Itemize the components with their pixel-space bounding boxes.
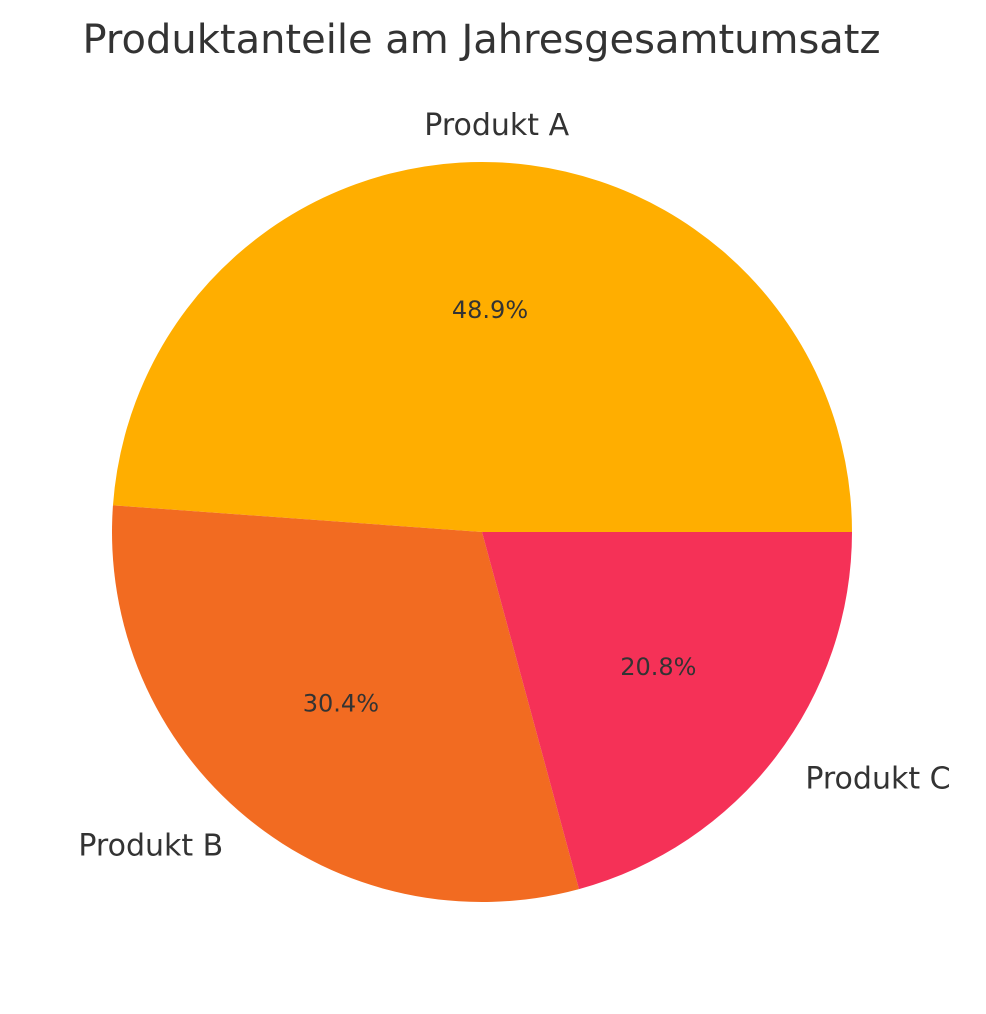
- pie-slice-produkt-b: [112, 505, 579, 902]
- category-label-produkt-a: Produkt A: [424, 108, 569, 143]
- pie-slices: [112, 162, 852, 902]
- percentage-labels: 48.9% 30.4% 20.8%: [303, 296, 697, 717]
- pie-slice-produkt-a: [112, 162, 852, 532]
- pie-slice-produkt-c: [482, 532, 852, 890]
- category-label-produkt-b: Produkt B: [78, 829, 223, 864]
- category-label-produkt-c: Produkt C: [805, 762, 950, 797]
- percent-label-produkt-a: 48.9%: [452, 296, 528, 324]
- chart-title: Produktanteile am Jahresgesamtumsatz: [82, 17, 881, 63]
- category-labels: Produkt A Produkt B Produkt C: [78, 108, 950, 864]
- percent-label-produkt-c: 20.8%: [620, 653, 696, 681]
- percent-label-produkt-b: 30.4%: [303, 689, 379, 717]
